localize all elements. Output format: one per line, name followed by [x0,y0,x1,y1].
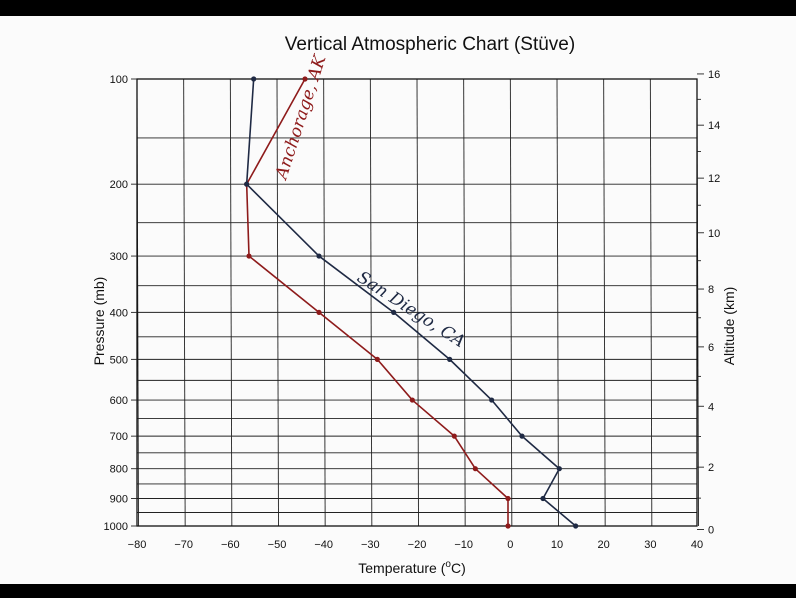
chart-sheet: Vertical Atmospheric Chart (Stüve) −80 −7… [0,16,796,584]
altitude-tick-label: 8 [708,284,714,296]
chart-title: Vertical Atmospheric Chart (Stüve) [285,34,575,55]
x-tick-label: −10 [454,539,473,551]
altitude-tick-label: 10 [708,228,720,240]
san-diego-data-point [251,76,256,81]
san-diego-data-point [316,253,321,258]
x-tick-label: −40 [314,539,333,551]
anchorage-data-point [410,397,415,402]
altitude-tick-label: 6 [708,342,714,354]
x-axis-label: Temperature (oC) [358,559,466,576]
altitude-tick-labels: 0 2 4 6 8 10 12 14 16 [697,69,720,537]
x-tick-label: 0 [507,539,513,551]
altitude-axis-label: Altitude (km) [721,287,737,366]
pressure-tick-labels: 100 200 300 400 500 600 700 800 900 1000 [104,74,137,533]
pressure-tick-label: 900 [110,493,128,505]
x-tick-label: −70 [174,539,193,551]
handwritten-annotations: Anchorage, AK San Diego, CA [271,52,468,352]
pressure-tick-label: 700 [110,431,128,443]
pressure-tick-label: 500 [110,354,128,366]
altitude-tick-label: 16 [708,69,720,81]
altitude-tick-label: 0 [708,524,714,536]
x-tick-label: −30 [361,539,380,551]
san-diego-data-point [489,397,494,402]
altitude-tick-label: 12 [708,173,720,185]
x-tick-label: −20 [408,539,427,551]
pressure-axis-label: Pressure (mb) [91,277,107,366]
pressure-tick-label: 600 [110,395,128,407]
anchorage-data-point [246,253,251,258]
vertical-gridline [650,79,652,526]
anchorage-data-point [505,523,510,528]
vertical-gridline [557,79,559,526]
vertical-gridline [464,79,466,526]
altitude-tick-label: 14 [708,120,720,132]
san-diego-data-point [540,496,545,501]
vertical-gridline [324,79,326,526]
x-tick-label: −50 [268,539,287,551]
anchorage-data-point [375,357,380,362]
pressure-tick-label: 100 [110,74,128,86]
san-diego-data-point [519,434,524,439]
san-diego-data-point [573,523,578,528]
anchorage-data-point [452,434,457,439]
pressure-tick-label: 1000 [104,521,128,533]
vertical-gridline [510,79,512,526]
san-diego-data-point [557,466,562,471]
pressure-tick-label: 800 [110,464,128,476]
x-tick-label: 10 [551,539,563,551]
anchorage-data-point [505,496,510,501]
altitude-tick-label: 2 [708,462,714,474]
san-diego-annotation: San Diego, CA [353,267,468,352]
pressure-tick-label: 200 [110,179,128,191]
vertical-gridline [370,79,372,526]
vertical-gridline [277,79,279,526]
x-tick-label: −60 [221,539,240,551]
san-diego-data-point [244,182,249,187]
vertical-gridline [604,79,606,526]
x-tick-label: −80 [128,539,147,551]
pressure-tick-label: 300 [110,251,128,263]
vertical-gridline [184,79,186,526]
pressure-tick-label: 400 [110,307,128,319]
x-tick-labels: −80 −70 −60 −50 −40 −30 −20 −10 0 10 20 30 40 [128,539,703,551]
altitude-tick-label: 4 [708,401,714,413]
x-tick-label: 40 [691,539,703,551]
x-tick-label: 20 [598,539,610,551]
anchorage-annotation: Anchorage, AK [271,52,331,184]
stuve-chart: Vertical Atmospheric Chart (Stüve) −80 −7… [0,16,796,584]
vertical-gridline [230,79,232,526]
san-diego-data-point [447,357,452,362]
anchorage-data-point [316,310,321,315]
anchorage-data-point [473,466,478,471]
x-tick-label: 30 [644,539,656,551]
